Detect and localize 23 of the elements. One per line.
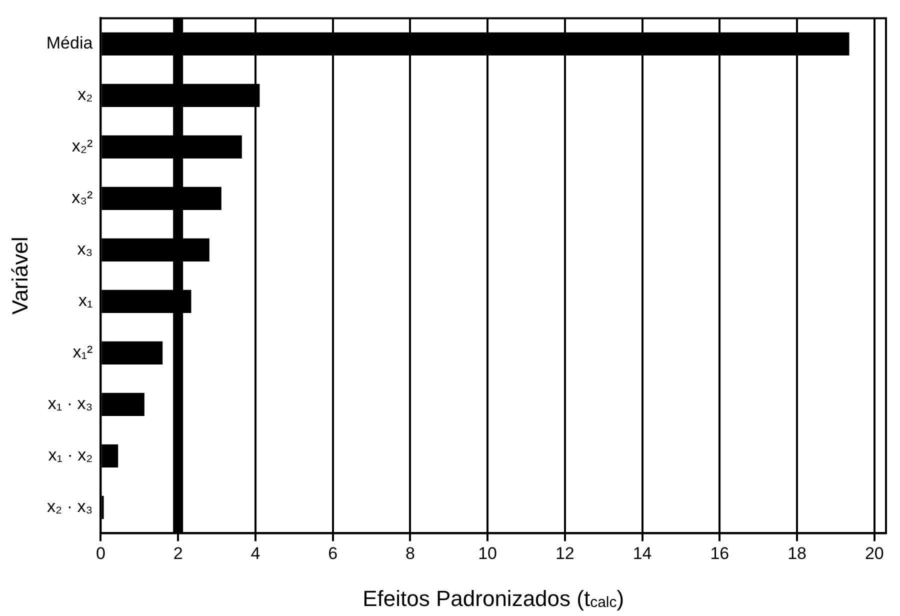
- y-axis-title: Variável: [7, 236, 32, 315]
- y-tick-label: x₂²: [72, 136, 94, 156]
- y-tick-label: x₁²: [72, 342, 94, 362]
- x-tick-label: 20: [864, 544, 884, 564]
- x-tick-label: 16: [710, 544, 730, 564]
- x-tick-label: 4: [250, 544, 260, 564]
- x-tick-label: 0: [96, 544, 106, 564]
- y-tick-label: x₃²: [72, 188, 94, 208]
- x-tick-label: 14: [632, 544, 652, 564]
- y-tick-label: x₁ · x₃: [48, 394, 93, 414]
- x-tick-label: 8: [405, 544, 415, 564]
- x-tick-label: 10: [478, 544, 498, 564]
- y-tick-label: x₃: [77, 240, 93, 259]
- x-tick-label: 12: [555, 544, 574, 564]
- y-tick-label: x₁ · x₂: [48, 446, 93, 465]
- x-tick-label: 18: [788, 544, 806, 564]
- x-tick-label: 2: [173, 544, 183, 564]
- y-tick-label: x₂ · x₃: [47, 497, 93, 516]
- y-tick-label: x₁: [78, 291, 93, 310]
- y-tick-label: x₂: [78, 85, 93, 104]
- y-tick-label: Média: [46, 34, 94, 53]
- x-tick-label: 6: [328, 544, 338, 564]
- x-axis-title: Efeitos Padronizados (tcalc): [362, 586, 624, 611]
